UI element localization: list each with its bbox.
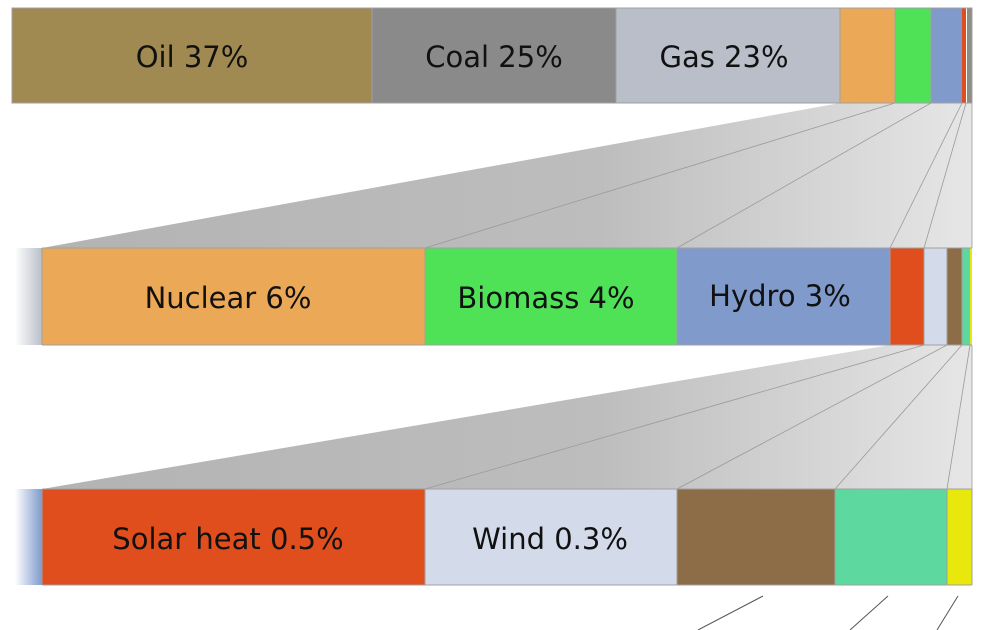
segment-yellow bbox=[970, 248, 972, 345]
label-coal: Coal 25% bbox=[425, 40, 563, 74]
label-solar: Solar heat 0.5% bbox=[112, 522, 343, 556]
segment-solar bbox=[962, 8, 966, 103]
label-biomass: Biomass 4% bbox=[457, 281, 634, 315]
label-nuclear: Nuclear 6% bbox=[145, 281, 312, 315]
segment-nuclear bbox=[840, 8, 895, 103]
segment-teal bbox=[835, 489, 947, 585]
label-hydro: Hydro 3% bbox=[709, 279, 851, 313]
segment-solar bbox=[890, 248, 924, 345]
segment-wind bbox=[924, 248, 947, 345]
label-wind: Wind 0.3% bbox=[472, 522, 628, 556]
segment-teal bbox=[962, 248, 970, 345]
segment-yellow bbox=[947, 489, 972, 585]
segment-hydro-fade bbox=[15, 489, 42, 585]
segment-biomass bbox=[895, 8, 931, 103]
segment-nuclear bbox=[42, 248, 425, 345]
segment-gas bbox=[616, 8, 840, 103]
segment-coal bbox=[372, 8, 616, 103]
zoom-funnel-1 bbox=[42, 102, 973, 249]
label-oil: Oil 37% bbox=[136, 40, 249, 74]
zoom-funnel-2 bbox=[42, 344, 973, 490]
segment-biomass bbox=[425, 248, 677, 345]
segment-gas-fade bbox=[15, 248, 42, 345]
bar-row-3: Solar heat 0.5% Wind 0.3% bbox=[15, 488, 973, 586]
segment-oil bbox=[12, 8, 372, 103]
label-gas: Gas 23% bbox=[659, 40, 788, 74]
segment-other bbox=[967, 8, 972, 103]
continuation-lines bbox=[697, 595, 959, 630]
segment-brown bbox=[947, 248, 962, 345]
bar-row-1: Oil 37% Coal 25% Gas 23% bbox=[11, 7, 973, 104]
segment-brown bbox=[677, 489, 835, 585]
bar-row-2: Nuclear 6% Biomass 4% Hydro 3% bbox=[15, 247, 972, 346]
segment-hydro bbox=[931, 8, 962, 103]
segment-wind bbox=[425, 489, 677, 585]
segment-solar bbox=[42, 489, 425, 585]
segment-hydro bbox=[677, 248, 890, 345]
